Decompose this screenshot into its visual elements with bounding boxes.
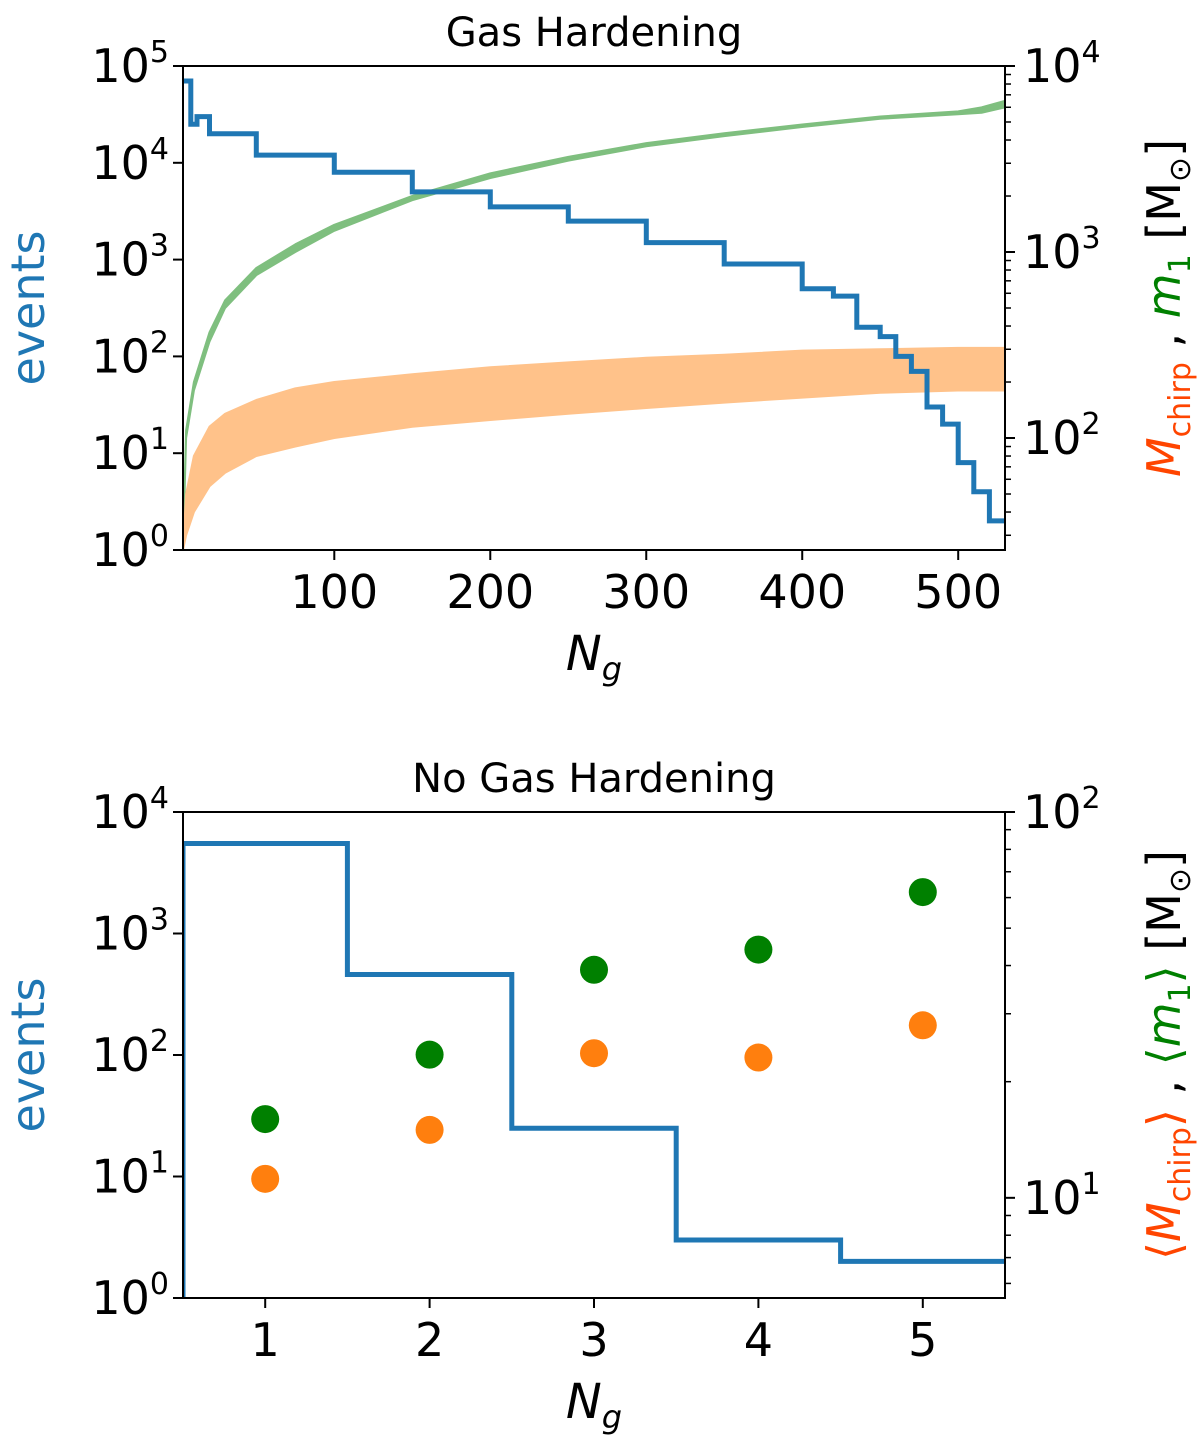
y-right-tick-label: 102 [1023, 781, 1101, 839]
x-tick-label: 2 [415, 1313, 444, 1367]
m1-point-5 [908, 878, 937, 907]
plot-area [183, 841, 1005, 1298]
y-left-tick-label: 103 [91, 903, 169, 961]
y-left-tick-label: 102 [91, 1024, 169, 1082]
x-tick-label: 4 [744, 1313, 773, 1367]
x-tick-label: 300 [602, 565, 690, 619]
x-tick-label: 100 [290, 565, 378, 619]
y-right-tick-label: 101 [1023, 1167, 1101, 1225]
x-tick-label: 400 [758, 565, 846, 619]
y-left-tick-label: 104 [91, 781, 169, 839]
x-tick-label: 3 [579, 1313, 608, 1367]
mchirp-point-1 [251, 1164, 280, 1193]
x-axis-label: Ng [566, 1374, 622, 1436]
m1-point-1 [251, 1105, 280, 1134]
mchirp-point-2 [415, 1115, 444, 1144]
mchirp-point-5 [908, 1011, 937, 1040]
y-left-tick-label: 100 [91, 1267, 169, 1325]
x-tick-label: 500 [914, 565, 1002, 619]
y-left-tick-label: 103 [91, 229, 169, 287]
y-right-tick-label: 103 [1023, 221, 1101, 279]
mchirp-point-3 [580, 1039, 608, 1068]
y-left-tick-label: 104 [91, 132, 169, 190]
x-tick-label: 1 [251, 1313, 280, 1367]
y-right-tick-label: 102 [1023, 407, 1101, 465]
x-axis-label: Ng [566, 626, 622, 688]
y-right-label: Mchirp , m1 [M⊙] [1137, 139, 1198, 477]
m1-point-3 [580, 955, 608, 984]
chart-title: Gas Hardening [446, 10, 743, 56]
axes-frame [182, 65, 1006, 551]
x-tick-label: 200 [446, 565, 534, 619]
y-left-tick-label: 102 [91, 325, 169, 383]
m1-point-4 [744, 935, 773, 964]
y-left-tick-label: 105 [91, 35, 169, 93]
y-left-label: events [1, 231, 55, 386]
x-tick-label: 5 [908, 1313, 937, 1367]
y-left-label: events [1, 978, 55, 1133]
y-left-tick-label: 101 [91, 422, 169, 480]
mchirp-band [183, 346, 1005, 550]
y-right-tick-label: 104 [1023, 35, 1101, 93]
y-left-tick-label: 101 [91, 1146, 169, 1204]
events-step-line [183, 78, 1005, 524]
plot-area [183, 78, 1005, 550]
panel-1: 100 200 300 400 500 100 101 102 103 104 105 102 103 1… [1, 10, 1198, 688]
events-step-line [183, 841, 1005, 1298]
y-left-tick-label: 100 [91, 519, 169, 577]
y-right-label: ⟨Mchirp⟩ , ⟨m1⟩ [M⊙] [1137, 850, 1198, 1260]
chart-title: No Gas Hardening [412, 756, 776, 802]
m1-band [183, 99, 1005, 550]
mchirp-point-4 [744, 1043, 773, 1072]
panel-2: 1 2 3 4 5 100 101 102 103 104 101 102 No Gas Hardeni… [1, 756, 1198, 1436]
m1-point-2 [415, 1040, 444, 1069]
